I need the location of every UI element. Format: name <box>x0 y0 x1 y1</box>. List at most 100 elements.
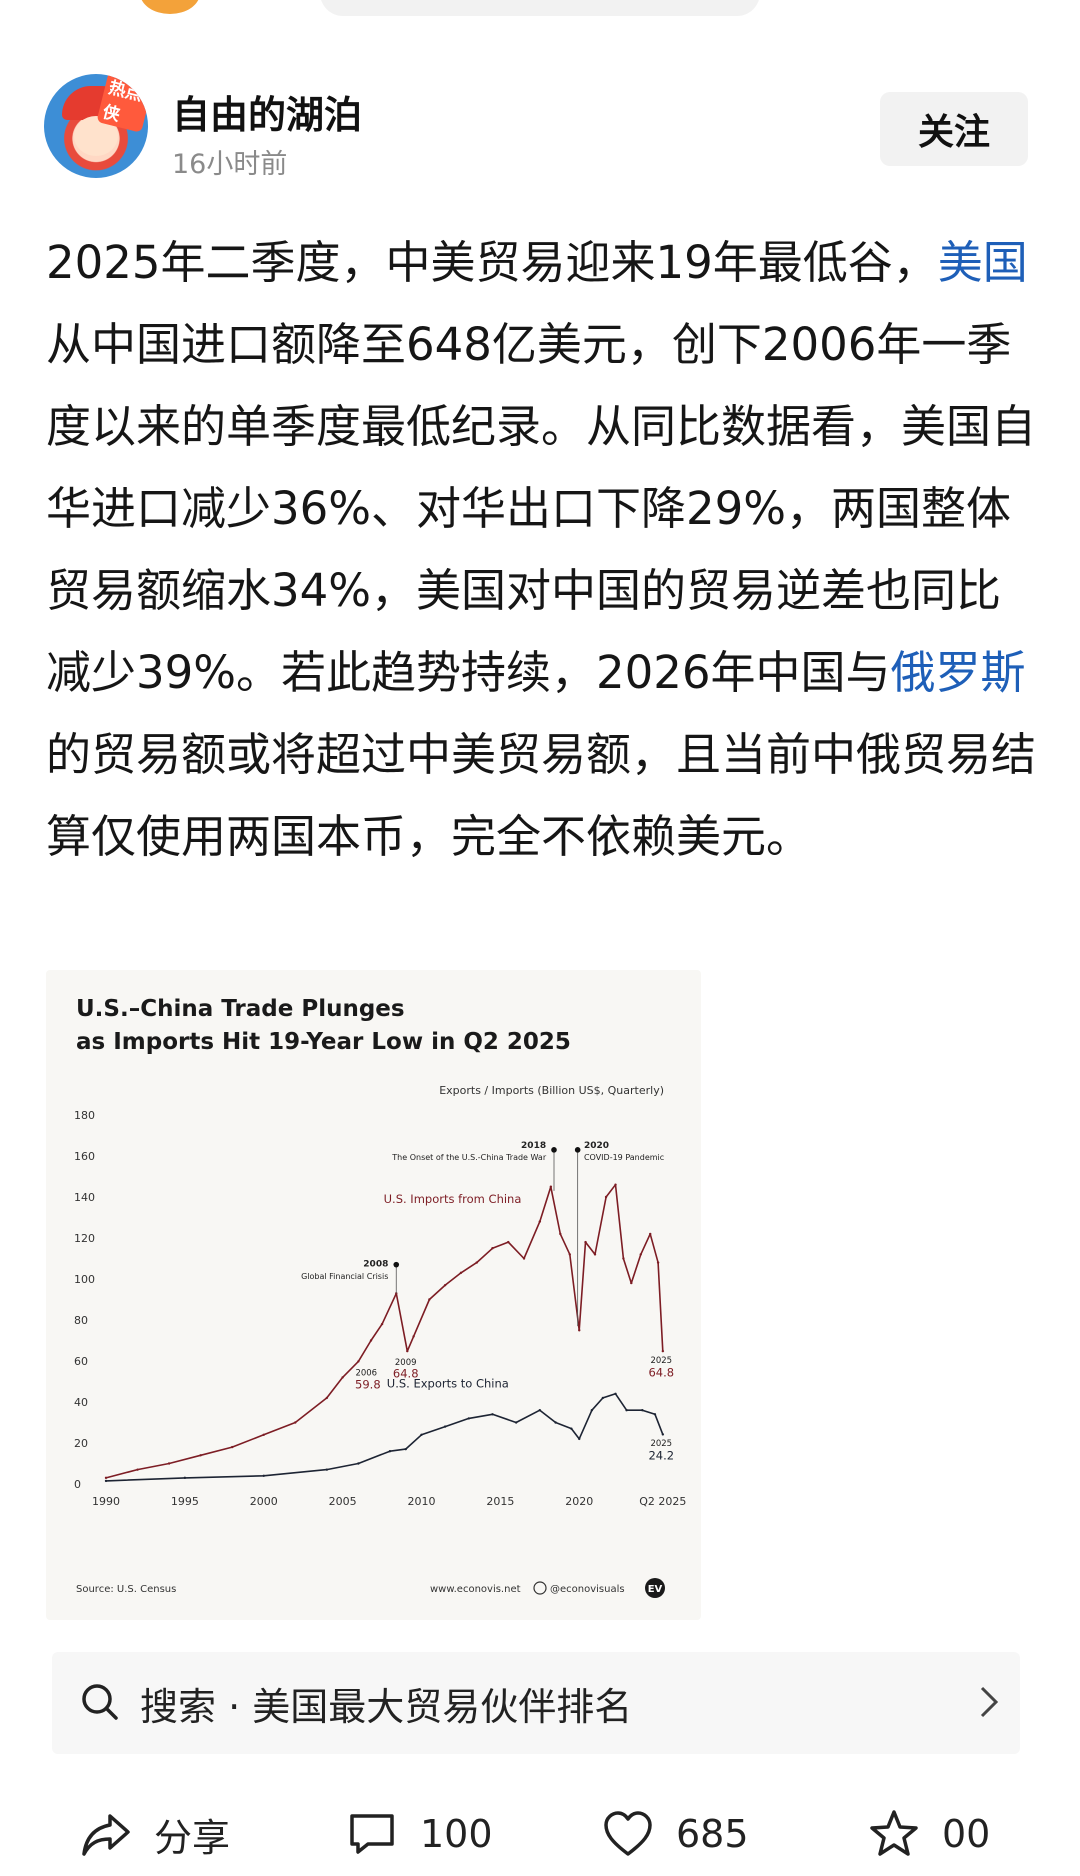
x-tick-label: 2000 <box>250 1495 278 1508</box>
topic-link-russia[interactable]: 俄罗斯 <box>890 646 1026 699</box>
series-point <box>538 1409 542 1412</box>
series-point <box>325 1468 329 1471</box>
series-point <box>554 1421 557 1424</box>
author-name[interactable]: 自由的湖泊 <box>172 93 363 137</box>
related-search-bar[interactable]: 搜索 · 美国最大贸易伙伴排名 <box>52 1652 1020 1754</box>
y-tick-label: 140 <box>74 1191 95 1204</box>
favorite-action[interactable]: 00 <box>868 1804 990 1864</box>
series-point <box>661 1349 665 1353</box>
series-point <box>325 1396 329 1400</box>
action-bar: 分享 100 685 00 <box>0 1790 1080 1876</box>
x-axis-ticks: 1990 1995 2000 2005 2010 2015 2020 Q2 2025 <box>92 1495 686 1508</box>
series-point <box>578 1329 581 1332</box>
chart-title-line-1: U.S.–China Trade Plunges <box>76 996 405 1022</box>
y-tick-label: 180 <box>74 1109 95 1122</box>
series-line-exports <box>105 1392 664 1482</box>
series-point <box>443 1283 447 1287</box>
favorite-count: 00 <box>942 1812 991 1856</box>
like-action[interactable]: 685 <box>602 1804 749 1864</box>
annotation-dot <box>393 1261 400 1268</box>
x-tick-label: 1995 <box>171 1495 199 1508</box>
avatar[interactable]: 热点侠 <box>44 74 148 178</box>
series-point <box>443 1425 447 1428</box>
series-point <box>538 1220 542 1223</box>
share-label: 分享 <box>154 1815 231 1860</box>
series-point <box>467 1417 471 1420</box>
series-point <box>230 1445 234 1449</box>
series-point <box>357 1462 360 1465</box>
series-point <box>570 1427 573 1430</box>
chart-units-label: Exports / Imports (Billion US$, Quarterl… <box>439 1084 664 1097</box>
x-tick-label: Q2 2025 <box>639 1495 686 1508</box>
post-text-part-3: 的贸易额或将超过中美贸易额，且当前中俄贸易结算仅使用两国本币，完全不依赖美元。 <box>46 728 1037 863</box>
series-point <box>294 1421 297 1424</box>
series-point <box>639 1253 642 1256</box>
data-label-exports-2025: 24.2 <box>648 1448 674 1462</box>
chevron-right-icon <box>980 1686 999 1718</box>
series-point <box>559 1232 562 1236</box>
top-strip <box>0 0 1080 22</box>
series-point <box>661 1433 665 1436</box>
series-label-exports: U.S. Exports to China <box>387 1377 509 1391</box>
series-point <box>199 1454 202 1457</box>
comment-icon <box>350 1814 394 1854</box>
y-axis-ticks: 0 20 40 60 80 100 120 140 160 180 <box>74 1109 95 1491</box>
y-tick-label: 100 <box>74 1273 95 1286</box>
series-point <box>136 1468 139 1471</box>
series-point <box>622 1257 625 1260</box>
series-point <box>568 1253 571 1256</box>
series-point <box>104 1476 108 1480</box>
series-point <box>584 1240 587 1244</box>
series-point <box>104 1479 108 1483</box>
series-point <box>262 1474 265 1477</box>
annotation-dot <box>574 1147 581 1153</box>
annotation-year: 2018 <box>521 1141 546 1151</box>
x-tick-label: 2015 <box>486 1495 514 1508</box>
y-tick-label: 60 <box>74 1355 88 1368</box>
series-point <box>656 1261 660 1264</box>
topic-link-usa[interactable]: 美国 <box>937 236 1028 289</box>
series-point <box>404 1447 407 1451</box>
comment-action[interactable]: 100 <box>346 1804 493 1864</box>
annotation-dot <box>551 1147 557 1153</box>
series-point <box>649 1232 652 1236</box>
heart-icon <box>604 1811 652 1856</box>
series-point <box>590 1409 594 1412</box>
series-point <box>614 1392 617 1395</box>
y-tick-label: 20 <box>74 1437 88 1450</box>
follow-button[interactable]: 关注 <box>880 92 1028 166</box>
series-label-imports: U.S. Imports from China <box>384 1192 522 1206</box>
share-icon <box>82 1814 130 1856</box>
y-tick-label: 0 <box>74 1478 81 1491</box>
y-tick-label: 40 <box>74 1396 88 1409</box>
series-point <box>641 1409 644 1412</box>
series-point <box>514 1421 518 1424</box>
comment-count: 100 <box>420 1812 493 1856</box>
chart-image[interactable]: U.S.–China Trade Plunges as Imports Hit … <box>46 970 701 1620</box>
series-point <box>614 1183 617 1186</box>
post-text-part-2: 从中国进口额降至648亿美元，创下2006年一季度以来的单季度最低纪录。从同比数… <box>46 318 1037 699</box>
annotation-text: Global Financial Crisis <box>301 1272 388 1281</box>
post-body: 2025年二季度，中美贸易迎来19年最低谷，美国从中国进口额降至648亿美元，创… <box>46 222 1036 878</box>
annotation-year: 2008 <box>363 1260 388 1270</box>
series-point <box>625 1409 628 1412</box>
x-tick-label: 2020 <box>565 1495 593 1508</box>
series-point <box>459 1271 463 1275</box>
x-tick-label: 2005 <box>329 1495 357 1508</box>
series-point <box>412 1335 415 1338</box>
star-icon <box>870 1810 918 1856</box>
annotation-year: 2025 <box>650 1439 672 1449</box>
series-point <box>428 1298 431 1301</box>
data-label-imports-2009: 64.8 <box>393 1366 419 1380</box>
series-point <box>630 1281 633 1285</box>
ev-logo-text: EV <box>648 1584 663 1595</box>
annotation-year: 2025 <box>650 1356 672 1366</box>
annotation-year: 2020 <box>584 1141 609 1151</box>
annotation-layer: 2018 The Onset of the U.S.-China Trade Wa… <box>301 1141 674 1463</box>
annotation-text: COVID-19 Pandemic <box>584 1153 664 1162</box>
data-label-imports-2025: 64.8 <box>648 1365 674 1379</box>
series-point <box>380 1322 384 1326</box>
share-action[interactable]: 分享 <box>80 1804 230 1864</box>
x-logo-icon <box>533 1581 547 1595</box>
series-point <box>395 1292 398 1295</box>
